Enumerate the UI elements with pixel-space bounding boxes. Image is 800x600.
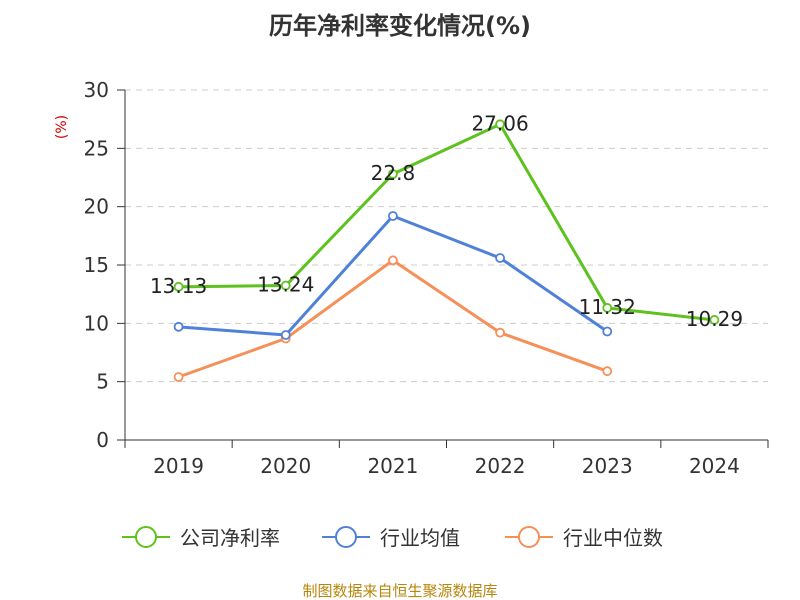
x-tick-label: 2024 bbox=[689, 454, 740, 478]
x-tick-label: 2023 bbox=[582, 454, 633, 478]
x-tick-label: 2022 bbox=[475, 454, 526, 478]
legend: 公司净利率 行业均值 行业中位数 bbox=[122, 526, 663, 550]
chart-title: 历年净利率变化情况(%) bbox=[269, 12, 531, 40]
data-label: 10.29 bbox=[686, 307, 743, 331]
source-note: 制图数据来自恒生聚源数据库 bbox=[302, 582, 497, 600]
data-point bbox=[602, 366, 613, 377]
data-label: 13.24 bbox=[257, 273, 314, 297]
data-point bbox=[280, 280, 291, 291]
y-tick-label: 0 bbox=[96, 428, 109, 452]
data-label: 27.06 bbox=[471, 111, 528, 135]
x-tick-label: 2021 bbox=[367, 454, 418, 478]
legend-item: 公司净利率 bbox=[122, 526, 280, 550]
y-tick-labels: 0 5 10 15 20 25 30 bbox=[84, 78, 109, 452]
legend-label: 公司净利率 bbox=[180, 526, 280, 550]
axes bbox=[117, 89, 769, 448]
data-label: 22.8 bbox=[371, 161, 416, 185]
data-point bbox=[388, 255, 398, 266]
series-行业中位数 bbox=[173, 255, 613, 382]
data-point bbox=[602, 326, 613, 337]
series-layer bbox=[173, 119, 720, 382]
legend-swatch-marker bbox=[335, 526, 357, 548]
legend-swatch-marker bbox=[518, 526, 540, 548]
legend-item: 行业中位数 bbox=[505, 526, 663, 550]
data-point bbox=[388, 169, 398, 179]
y-tick-label: 15 bbox=[84, 253, 109, 277]
data-label: 11.32 bbox=[579, 295, 636, 319]
series-line bbox=[178, 214, 609, 337]
y-axis-unit: (%) bbox=[54, 115, 70, 139]
data-point bbox=[388, 211, 398, 221]
y-tick-label: 30 bbox=[84, 78, 109, 102]
data-point bbox=[173, 321, 184, 332]
legend-swatch-marker bbox=[135, 526, 157, 548]
data-label: 13.13 bbox=[150, 274, 207, 298]
x-tick-label: 2019 bbox=[153, 454, 204, 478]
data-labels: 13.13 13.24 22.8 27.06 11.32 10.29 bbox=[150, 111, 743, 331]
data-point bbox=[280, 330, 291, 340]
data-point bbox=[173, 281, 184, 292]
data-point bbox=[173, 372, 184, 382]
series-line bbox=[178, 122, 715, 322]
legend-label: 行业中位数 bbox=[563, 526, 663, 550]
y-tick-label: 5 bbox=[96, 370, 109, 394]
y-tick-label: 20 bbox=[84, 195, 109, 219]
x-tick-label: 2020 bbox=[260, 454, 311, 478]
series-行业均值 bbox=[173, 211, 613, 340]
x-tick-labels: 2019 2020 2021 2022 2023 2024 bbox=[153, 454, 740, 478]
data-point bbox=[495, 327, 505, 338]
series-line bbox=[178, 258, 608, 379]
data-point bbox=[709, 315, 720, 325]
data-point bbox=[495, 119, 505, 130]
legend-label: 行业均值 bbox=[380, 526, 460, 550]
data-point bbox=[495, 253, 505, 263]
legend-item: 行业均值 bbox=[322, 526, 460, 550]
y-tick-label: 25 bbox=[84, 136, 109, 160]
y-tick-label: 10 bbox=[84, 311, 109, 335]
series-公司净利率 bbox=[173, 119, 720, 325]
data-point bbox=[602, 303, 613, 313]
